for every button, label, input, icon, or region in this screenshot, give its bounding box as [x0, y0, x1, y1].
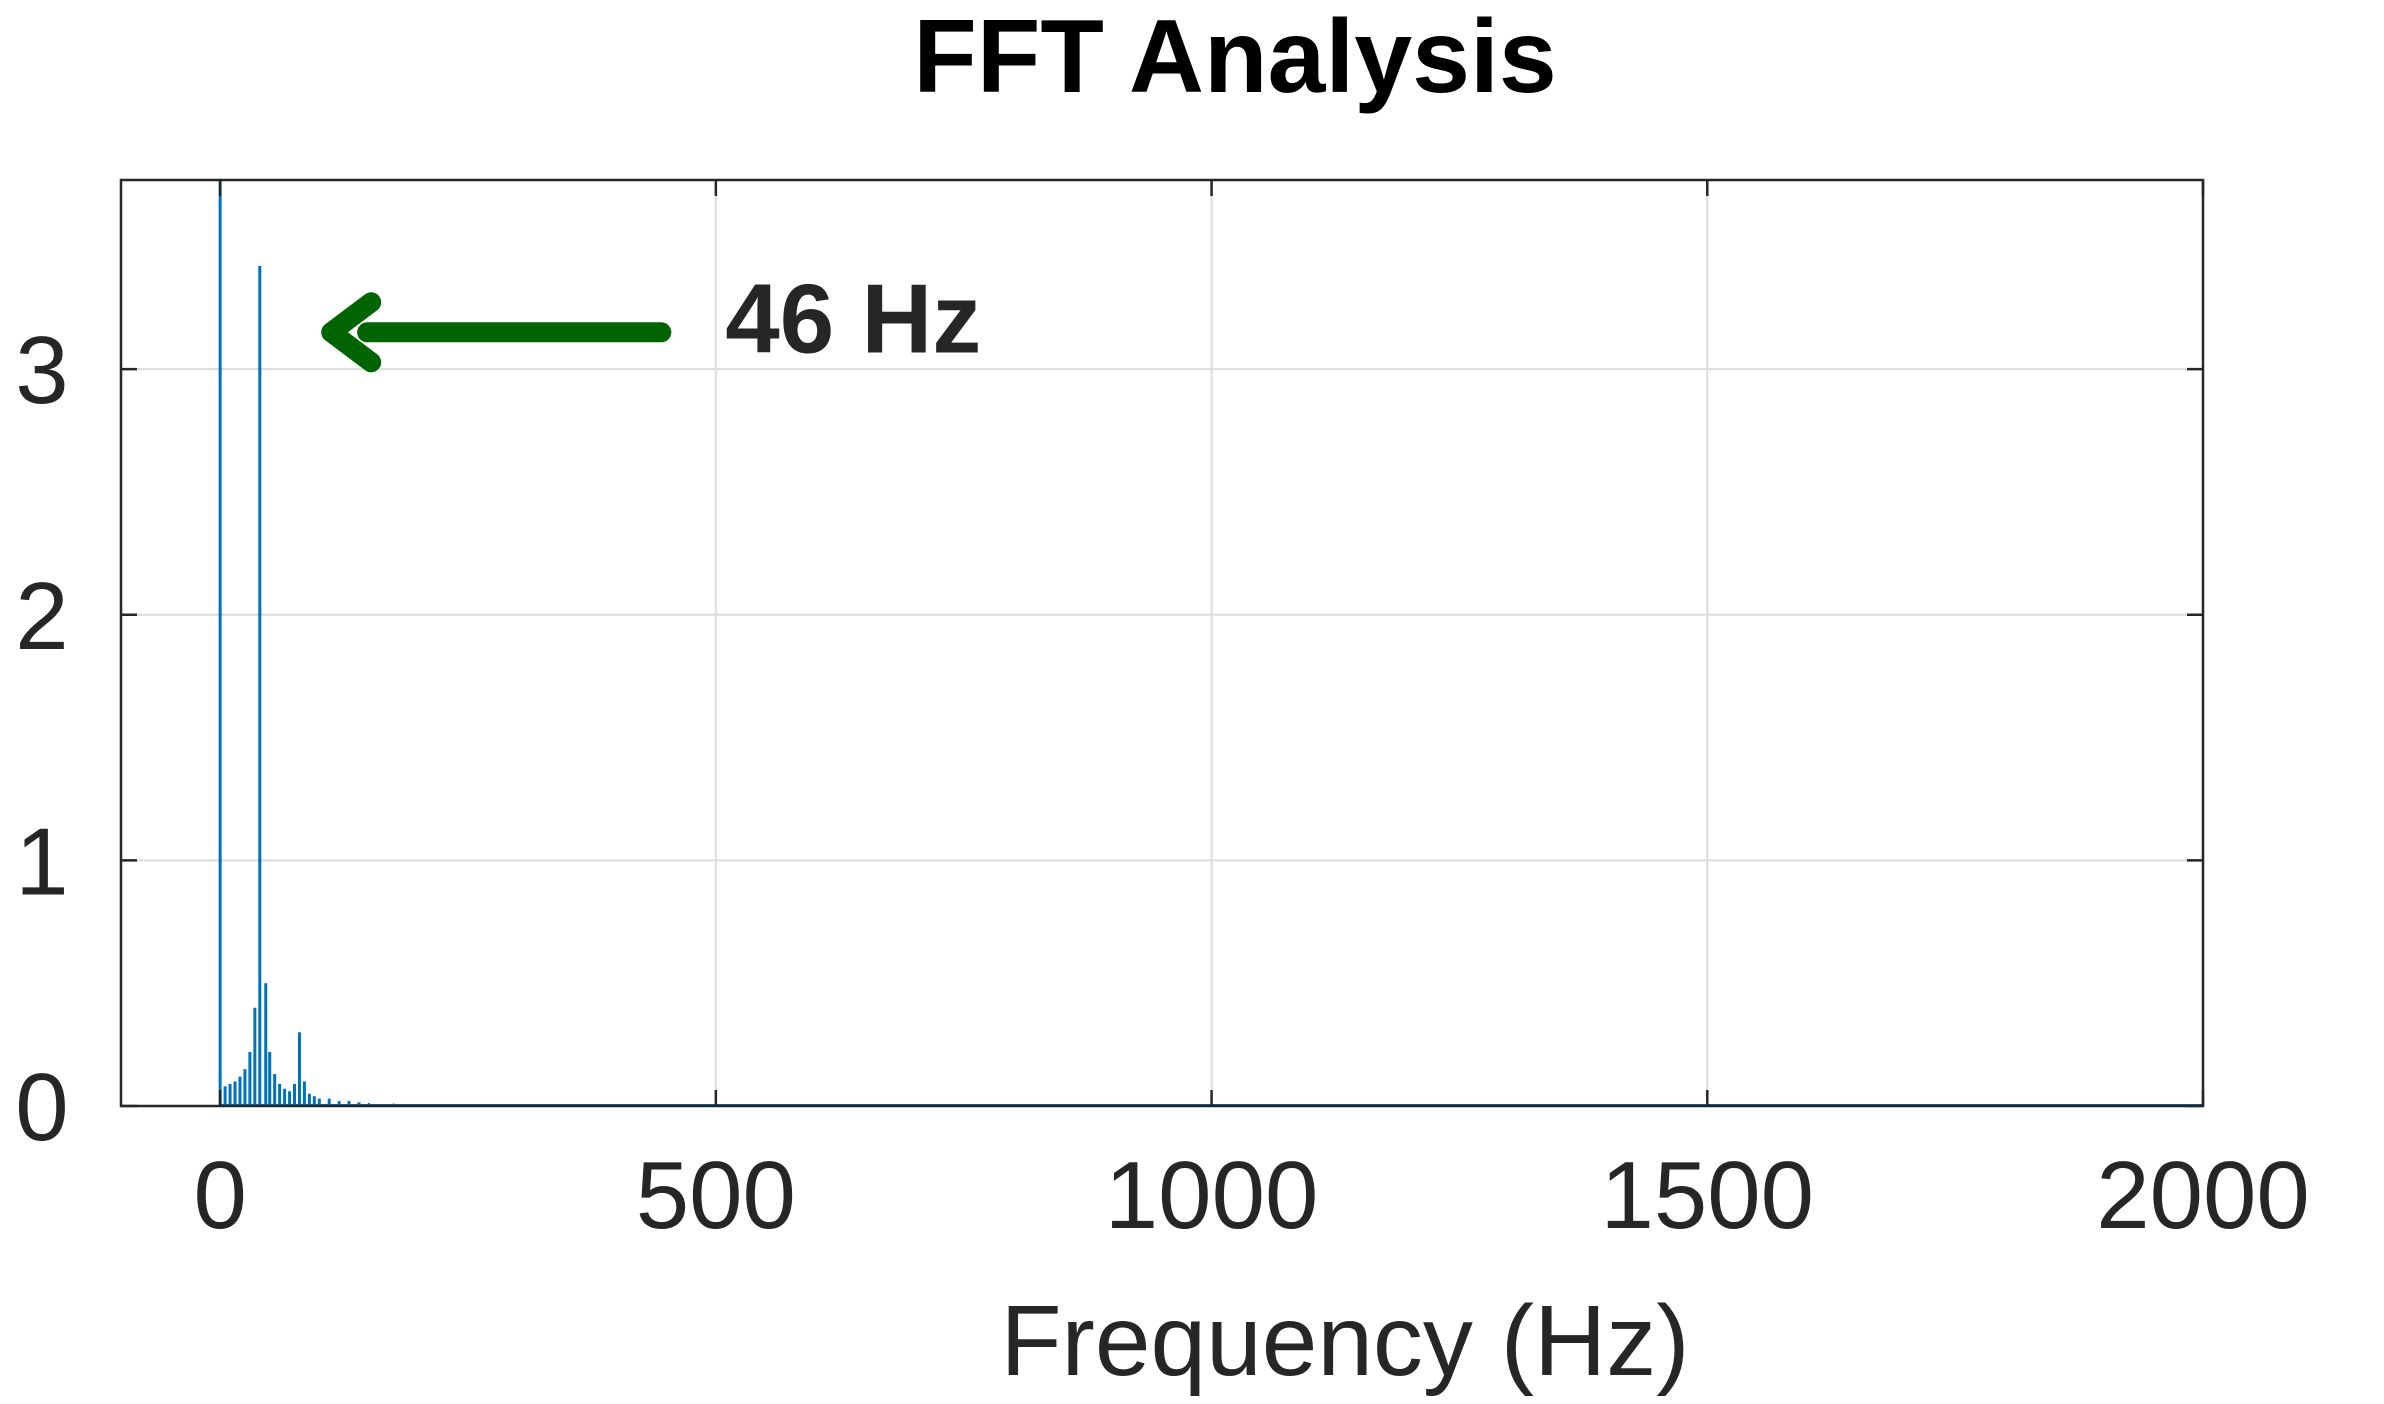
fft-bar	[218, 180, 222, 1106]
x-tick-label: 1500	[1601, 1142, 1815, 1249]
fft-bar	[278, 1083, 282, 1106]
fft-bar	[337, 1101, 341, 1106]
fft-bar	[223, 1086, 227, 1106]
fft-bar	[317, 1098, 321, 1106]
fft-bar	[268, 1051, 272, 1106]
fft-bar	[297, 1032, 301, 1106]
y-tick-label: 2	[15, 563, 68, 670]
fft-bar	[243, 1069, 247, 1106]
y-tick-label: 0	[15, 1054, 68, 1161]
x-tick-label: 2000	[2096, 1142, 2310, 1249]
peak-annotation: 46 Hz	[321, 263, 981, 373]
fft-bar	[288, 1091, 292, 1106]
fft-bar	[312, 1096, 316, 1106]
plot-area-frame	[119, 178, 2205, 1108]
x-tick-label: 500	[636, 1142, 796, 1249]
fft-bar	[233, 1081, 237, 1106]
x-tick-label: 0	[193, 1142, 246, 1249]
axis-ticks: 0 500 1000 1500 2000 0 1 2 3	[15, 180, 2310, 1249]
annotation-label: 46 Hz	[725, 263, 981, 373]
fft-bar	[327, 1098, 331, 1106]
fft-bar	[293, 1083, 296, 1106]
fft-bar	[302, 1081, 306, 1106]
x-tick-label: 1000	[1105, 1142, 1319, 1249]
fft-bar	[273, 1074, 277, 1106]
x-axis-label: Frequency (Hz)	[1000, 1285, 1689, 1397]
annotation-arrow-head	[321, 292, 382, 373]
fft-bar	[258, 265, 262, 1107]
grid-lines	[121, 180, 2204, 1107]
fft-bar	[283, 1088, 287, 1106]
fft-bar	[253, 1007, 257, 1106]
fft-bar	[264, 983, 268, 1106]
fft-bar	[347, 1101, 351, 1106]
y-tick-label: 1	[15, 808, 68, 915]
fft-bar	[248, 1051, 252, 1106]
fft-bar	[228, 1083, 232, 1106]
fft-bar	[307, 1093, 311, 1106]
fft-bar	[238, 1076, 242, 1106]
y-tick-label: 3	[15, 317, 68, 424]
chart-title: FFT Analysis	[913, 0, 1556, 115]
